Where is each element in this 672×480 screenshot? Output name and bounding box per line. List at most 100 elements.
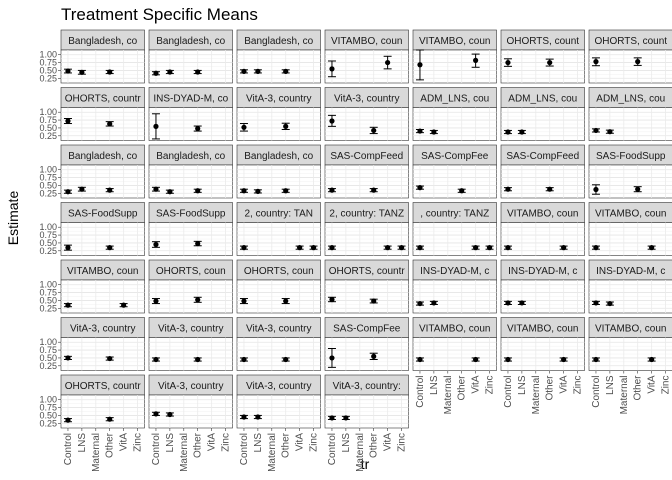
data-point	[417, 185, 423, 191]
data-point	[241, 414, 247, 420]
data-point	[343, 415, 349, 421]
data-point	[417, 62, 423, 68]
data-point	[195, 125, 201, 132]
data-point	[417, 128, 423, 134]
data-point	[417, 245, 423, 251]
data-point	[241, 356, 247, 363]
data-point	[153, 241, 159, 248]
data-point	[398, 245, 405, 251]
y-tick-label: 0.50	[39, 65, 57, 75]
facet-strip-label: OHORTS, count	[506, 36, 579, 47]
x-tick-label: Control	[503, 376, 514, 408]
data-point	[167, 69, 173, 75]
x-tick-label: VitA	[207, 433, 218, 451]
data-point	[65, 302, 71, 308]
data-point	[107, 355, 113, 362]
data-point	[121, 302, 127, 308]
facet-strip-label: VITAMBO, coun	[507, 209, 579, 220]
facet-panel: SAS-FoodSupp	[148, 202, 233, 256]
facet-strip-label: INS-DYAD-M, c	[508, 266, 577, 277]
facet-panel: VitA-3, country Control LNS Maternal Other Vi…	[148, 374, 233, 472]
x-tick-label: Other	[545, 375, 556, 401]
data-point	[519, 300, 525, 306]
data-point	[255, 188, 261, 194]
x-tick-label: LNS	[253, 433, 264, 453]
x-tick-label: VitA	[119, 433, 130, 451]
data-point	[195, 356, 201, 363]
data-point	[329, 66, 335, 72]
facet-panel: VitA-3, country	[148, 317, 233, 371]
facet-panel: VITAMBO, coun	[500, 202, 585, 256]
facet-panel: OHORTS, countr 1.000.750.500.25 Control LNS…	[39, 374, 145, 472]
y-tick-label: 0.50	[39, 295, 57, 305]
facet-panels: Bangladesh, co1.000.750.500.25Bangladesh…	[39, 29, 672, 472]
x-tick-label: Maternal	[531, 376, 542, 415]
facet-panel: VitA-3, country 1.000.750.500.25	[39, 317, 145, 371]
facet-panel: VITAMBO, coun Control LNS Maternal Other VitA…	[500, 317, 585, 415]
facet-strip-label: OHORTS, coun	[244, 266, 314, 277]
facet-panel: OHORTS, countr 1.000.750.500.25	[39, 87, 145, 141]
x-tick-label: Control	[415, 376, 426, 408]
facet-panel: VITAMBO, coun 1.000.750.500.25	[39, 259, 145, 314]
x-tick-label: Other	[633, 375, 644, 401]
y-tick-label: 0.50	[39, 123, 57, 133]
x-tick-label: LNS	[517, 375, 528, 395]
data-point	[505, 300, 511, 306]
x-tick-label: VitA	[647, 375, 658, 393]
facet-strip-label: 2, country: TAN	[244, 209, 313, 220]
y-tick-label: 1.00	[39, 395, 57, 405]
y-tick-label: 0.75	[39, 288, 57, 298]
data-point	[649, 356, 655, 363]
facet-strip-label: INS-DYAD-M, co	[153, 94, 228, 105]
facet-panel: OHORTS, coun	[148, 259, 233, 314]
x-tick-label: LNS	[605, 375, 616, 395]
facet-strip-label: 2, country: TANZ	[329, 209, 404, 220]
y-tick-label: 0.50	[39, 353, 57, 363]
data-point	[241, 298, 247, 304]
x-tick-label: LNS	[429, 375, 440, 395]
x-tick-label: Control	[591, 376, 602, 408]
data-point	[107, 187, 113, 193]
facet-panel: SAS-CompFee	[412, 144, 497, 199]
data-point	[385, 245, 391, 251]
x-tick-label: Maternal	[619, 376, 630, 415]
data-point	[65, 417, 71, 423]
facet-strip-label: Bangladesh, co	[68, 36, 137, 47]
data-point	[65, 355, 71, 361]
data-point	[593, 245, 599, 251]
x-tick-label: Maternal	[91, 433, 102, 472]
facet-strip-label: SAS-FoodSupp	[156, 209, 226, 220]
facet-panel: INS-DYAD-M, c	[500, 259, 585, 314]
x-tick-label: Control	[63, 433, 74, 465]
data-point	[607, 129, 613, 135]
y-tick-label: 0.75	[39, 173, 57, 183]
facet-panel: INS-DYAD-M, c	[588, 259, 672, 314]
data-point	[153, 186, 159, 192]
data-point	[107, 121, 113, 127]
facet-panel: VitA-3, country	[236, 87, 321, 141]
data-point	[385, 59, 391, 66]
x-tick-label: Maternal	[267, 433, 278, 472]
facet-strip-label: VitA-3, country:	[333, 381, 401, 392]
y-tick-label: 1.00	[39, 165, 57, 175]
x-tick-label: Other	[281, 432, 292, 458]
facet-strip-label: SAS-CompFee	[421, 151, 489, 162]
facet-strip-label: INS-DYAD-M, c	[596, 266, 665, 277]
x-tick-label: Control	[151, 433, 162, 465]
data-point	[635, 59, 641, 65]
x-tick-label: Other	[369, 432, 380, 458]
y-tick-label: 1.00	[39, 107, 57, 117]
data-point	[505, 245, 511, 251]
facet-panel: VITAMBO, coun Control LNS Maternal Other VitA…	[412, 317, 497, 414]
facet-strip-label: Bangladesh, co	[244, 36, 313, 47]
data-point	[593, 186, 599, 193]
facet-panel: SAS-CompFeed	[500, 144, 585, 199]
x-tick-label: Other	[457, 375, 468, 401]
facet-panel: VITAMBO, coun	[324, 29, 409, 84]
data-point	[283, 298, 289, 304]
y-tick-label: 0.75	[39, 58, 57, 68]
y-tick-label: 0.75	[39, 345, 57, 355]
data-point	[593, 127, 599, 134]
facet-strip-label: Bangladesh, co	[68, 151, 137, 162]
data-point	[547, 186, 553, 192]
